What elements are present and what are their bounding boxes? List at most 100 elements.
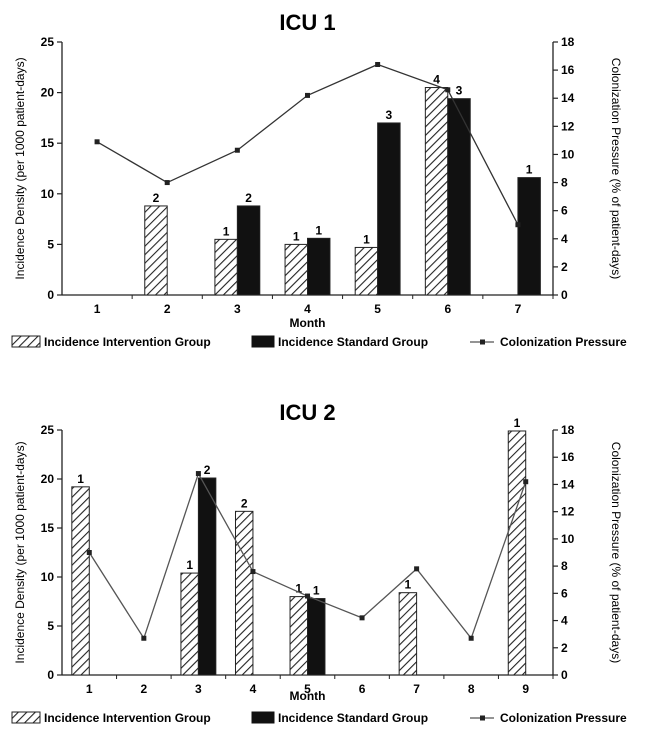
colonization-pressure-point xyxy=(94,139,100,145)
standard-data-label: 3 xyxy=(456,84,463,98)
standard-bar xyxy=(236,205,261,296)
y2-tick-label: 2 xyxy=(561,260,568,274)
intervention-data-label: 1 xyxy=(223,224,230,238)
standard-data-label: 2 xyxy=(204,463,211,477)
y2-axis-label: Colonization Pressure (% of patient-days… xyxy=(609,58,623,279)
x-axis-label: Month xyxy=(290,316,326,330)
intervention-data-label: 1 xyxy=(295,582,302,596)
colonization-pressure-point xyxy=(468,635,474,641)
x-tick-label: 5 xyxy=(304,682,311,696)
intervention-bar xyxy=(71,486,90,676)
legend-line-label: Colonization Pressure xyxy=(500,335,627,349)
legend-standard-swatch xyxy=(251,711,275,724)
legend: Incidence Intervention Group Incidence St… xyxy=(11,711,627,725)
y2-axis-label: Colonization Pressure (% of patient-days… xyxy=(609,442,623,663)
colonization-pressure-point xyxy=(305,593,310,599)
standard-bar xyxy=(377,122,401,296)
intervention-data-label: 2 xyxy=(153,191,160,205)
y-tick-label: 25 xyxy=(41,35,55,49)
legend-line-label: Colonization Pressure xyxy=(500,711,627,725)
y-axis-label: Incidence Density (per 1000 patient-days… xyxy=(13,441,27,663)
intervention-data-label: 1 xyxy=(514,416,521,430)
standard-bar xyxy=(447,98,471,296)
y2-tick-label: 16 xyxy=(561,63,575,77)
intervention-data-label: 1 xyxy=(363,232,370,246)
y2-tick-label: 6 xyxy=(561,586,568,600)
intervention-bar xyxy=(234,510,254,676)
intervention-data-label: 1 xyxy=(293,229,300,243)
standard-bar xyxy=(517,177,541,296)
y2-tick-label: 8 xyxy=(561,559,568,573)
y2-tick-label: 4 xyxy=(561,614,568,628)
y2-tick-label: 4 xyxy=(561,232,568,246)
y-tick-label: 15 xyxy=(41,136,55,150)
colonization-pressure-point xyxy=(164,180,170,186)
x-tick-label: 9 xyxy=(522,682,529,696)
standard-data-label: 1 xyxy=(315,223,322,237)
intervention-bar xyxy=(144,205,168,296)
x-tick-label: 4 xyxy=(304,302,311,316)
y-tick-label: 0 xyxy=(47,668,54,682)
x-tick-label: 2 xyxy=(140,682,147,696)
standard-bar xyxy=(197,477,217,676)
y-axis-label: Incidence Density (per 1000 patient-days… xyxy=(13,57,27,279)
x-tick-label: 5 xyxy=(374,302,381,316)
legend-intervention-label: Incidence Intervention Group xyxy=(44,335,211,349)
intervention-bar xyxy=(507,430,527,676)
x-tick-label: 6 xyxy=(444,302,451,316)
legend-line-marker xyxy=(480,339,485,345)
x-tick-label: 7 xyxy=(413,682,420,696)
colonization-pressure-point xyxy=(523,479,529,485)
x-tick-label: 1 xyxy=(94,302,101,316)
x-tick-label: 7 xyxy=(515,302,522,316)
y2-tick-label: 10 xyxy=(561,532,575,546)
y-tick-label: 5 xyxy=(47,619,54,633)
colonization-pressure-point xyxy=(141,635,147,641)
y2-tick-label: 12 xyxy=(561,505,575,519)
y-tick-label: 10 xyxy=(41,570,55,584)
legend-intervention-swatch xyxy=(11,711,41,724)
y2-tick-label: 14 xyxy=(561,477,575,491)
intervention-data-label: 2 xyxy=(241,496,248,510)
standard-data-label: 2 xyxy=(245,191,252,205)
intervention-data-label: 1 xyxy=(77,472,84,486)
x-tick-label: 8 xyxy=(468,682,475,696)
y2-tick-label: 2 xyxy=(561,641,568,655)
legend-standard-swatch xyxy=(251,335,275,348)
x-tick-label: 3 xyxy=(234,302,241,316)
y-tick-label: 0 xyxy=(47,288,54,302)
standard-bar xyxy=(307,237,331,296)
y2-tick-label: 16 xyxy=(561,450,575,464)
x-tick-label: 2 xyxy=(164,302,171,316)
colonization-pressure-point xyxy=(305,92,310,98)
colonization-pressure-point xyxy=(515,222,521,228)
intervention-bar xyxy=(214,238,238,296)
y-tick-label: 20 xyxy=(41,472,55,486)
intervention-bar xyxy=(289,596,309,676)
chart-title: ICU 1 xyxy=(279,10,335,35)
intervention-data-label: 4 xyxy=(433,73,440,87)
legend: Incidence Intervention Group Incidence St… xyxy=(11,335,627,349)
x-tick-label: 1 xyxy=(86,682,93,696)
y2-tick-label: 0 xyxy=(561,668,568,682)
standard-bar xyxy=(307,598,326,676)
intervention-bar xyxy=(284,243,309,296)
colonization-pressure-point xyxy=(375,61,381,67)
intervention-data-label: 1 xyxy=(186,558,193,572)
colonization-pressure-point xyxy=(250,569,256,575)
x-tick-label: 3 xyxy=(195,682,202,696)
x-axis-label: Month xyxy=(290,689,326,703)
colonization-pressure-point xyxy=(359,615,365,621)
y2-tick-label: 18 xyxy=(561,35,575,49)
intervention-bar xyxy=(180,572,199,676)
y2-tick-label: 12 xyxy=(561,119,575,133)
standard-data-label: 3 xyxy=(386,108,393,122)
standard-data-label: 1 xyxy=(526,163,533,177)
legend-intervention-label: Incidence Intervention Group xyxy=(44,711,211,725)
y2-tick-label: 0 xyxy=(561,288,568,302)
colonization-pressure-point xyxy=(86,550,92,555)
y-tick-label: 20 xyxy=(41,86,55,100)
legend-standard-label: Incidence Standard Group xyxy=(278,711,428,725)
